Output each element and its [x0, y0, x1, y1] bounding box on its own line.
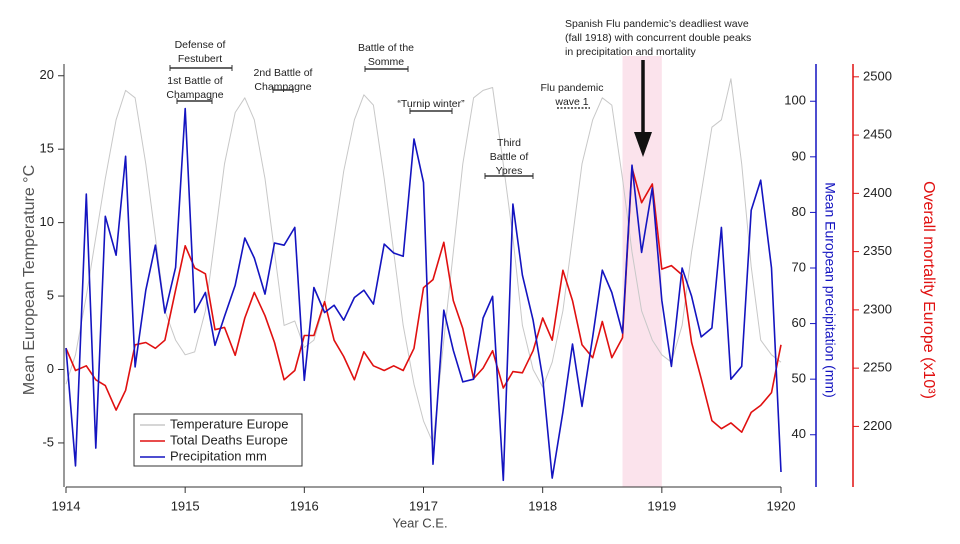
x-tick-label: 1915 — [171, 498, 200, 513]
y-tick-label: 15 — [40, 141, 54, 156]
annotation-text: 1st Battle of — [167, 75, 223, 87]
annotation-text: wave 1 — [554, 96, 588, 108]
y2-tick-label: 80 — [792, 204, 806, 219]
legend-label: Total Deaths Europe — [170, 432, 288, 447]
y-axis-title: Mean European Temperature °C — [21, 165, 38, 395]
x-axis-title: Year C.E. — [392, 515, 447, 530]
annotation-text: Third — [497, 137, 521, 149]
y3-tick-label: 2500 — [863, 68, 892, 83]
y3-tick-label: 2450 — [863, 127, 892, 142]
y-tick-label: -5 — [42, 434, 54, 449]
y2-tick-label: 100 — [784, 93, 806, 108]
y2-tick-label: 50 — [792, 371, 806, 386]
y-tick-label: 5 — [47, 288, 54, 303]
legend-label: Precipitation mm — [170, 448, 267, 463]
y3-tick-label: 2400 — [863, 185, 892, 200]
annotation-arrowhead — [634, 132, 652, 157]
annotation-text: Battle of the — [358, 42, 414, 54]
series-line — [65, 107, 782, 482]
y2-tick-label: 70 — [792, 259, 806, 274]
y3-tick-label: 2350 — [863, 243, 892, 258]
x-tick-label: 1920 — [767, 498, 796, 513]
y2-tick-label: 90 — [792, 148, 806, 163]
y-tick-label: 10 — [40, 214, 54, 229]
y3-tick-label: 2250 — [863, 360, 892, 375]
series-line — [65, 78, 782, 444]
series-line — [65, 166, 782, 433]
annotation-text: “Turnip winter” — [397, 98, 465, 110]
annotation-text: Battle of — [490, 151, 529, 163]
annotation-text: Spanish Flu pandemic’s deadliest wave — [565, 18, 749, 30]
annotation-text: Champagne — [166, 89, 223, 101]
x-tick-label: 1917 — [409, 498, 438, 513]
annotation-text: Ypres — [496, 165, 523, 177]
y-tick-label: 20 — [40, 67, 54, 82]
annotation-text: Flu pandemic — [540, 82, 603, 94]
x-tick-label: 1918 — [528, 498, 557, 513]
legend-label: Temperature Europe — [170, 416, 289, 431]
annotation-text: Champagne — [254, 81, 311, 93]
annotation-text: (fall 1918) with concurrent double peaks — [565, 32, 751, 44]
annotation-text: Defense of — [175, 39, 226, 51]
annotation-text: Festubert — [178, 53, 222, 65]
y2-tick-label: 40 — [792, 426, 806, 441]
annotation-text: Somme — [368, 56, 404, 68]
y3-axis-title: Overall mortality Europe (x10³) — [920, 181, 937, 399]
y2-axis-title: Mean European precipitation (mm) — [822, 182, 838, 398]
annotation-text: in precipitation and mortality — [565, 46, 696, 58]
x-tick-label: 1914 — [52, 498, 81, 513]
y3-tick-label: 2200 — [863, 418, 892, 433]
x-tick-label: 1919 — [647, 498, 676, 513]
y-tick-label: 0 — [47, 361, 54, 376]
x-tick-label: 1916 — [290, 498, 319, 513]
y3-tick-label: 2300 — [863, 301, 892, 316]
annotation-text: 2nd Battle of — [254, 67, 313, 79]
y2-tick-label: 60 — [792, 315, 806, 330]
